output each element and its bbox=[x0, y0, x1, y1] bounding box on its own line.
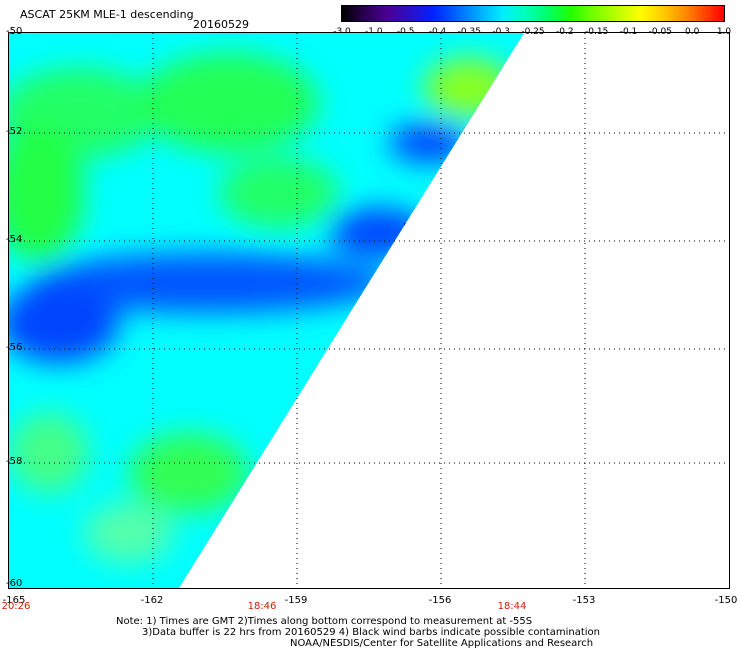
lon-label-156: -156 bbox=[428, 595, 452, 606]
time-label-2: 18:46 bbox=[247, 601, 277, 612]
swath-field bbox=[9, 33, 524, 588]
graticule bbox=[9, 33, 729, 588]
green-patch-c bbox=[219, 158, 339, 228]
lat-label-50: -50 bbox=[6, 26, 23, 37]
lon-label-162: -162 bbox=[140, 595, 164, 606]
lat-label-58: -58 bbox=[6, 456, 23, 467]
yellowgreen-patch bbox=[424, 58, 514, 118]
lat-label-56: -56 bbox=[6, 342, 23, 353]
map-canvas bbox=[9, 33, 729, 588]
lon-label-165: -165 bbox=[2, 595, 26, 606]
time-label-3: 18:44 bbox=[497, 601, 527, 612]
green-patch-sss bbox=[84, 503, 174, 563]
green-patch-w bbox=[9, 123, 84, 263]
time-label-1: 20:26 bbox=[1, 601, 31, 612]
blue-patch-sw bbox=[9, 283, 119, 363]
green-patch-s bbox=[129, 433, 249, 513]
note-line-1: Note: 1) Times are GMT 2)Times along bot… bbox=[116, 616, 533, 627]
note-line-3: NOAA/NESDIS/Center for Satellite Applica… bbox=[290, 638, 594, 649]
blue-band bbox=[29, 253, 389, 313]
figure-date: 20160529 bbox=[193, 18, 249, 31]
map-plot-area bbox=[8, 32, 730, 589]
colorbar bbox=[341, 5, 725, 22]
lat-label-60: -60 bbox=[6, 578, 23, 589]
lon-label-159: -159 bbox=[284, 595, 308, 606]
orange-pixel bbox=[494, 83, 502, 91]
blue-patch-ne bbox=[389, 123, 469, 163]
purple-pixel-2 bbox=[404, 223, 419, 235]
lon-label-150: -150 bbox=[714, 595, 738, 606]
lon-label-153: -153 bbox=[572, 595, 596, 606]
green-patch-n bbox=[139, 53, 319, 153]
note-line-2: 3)Data buffer is 22 hrs from 20160529 4)… bbox=[142, 627, 600, 638]
lat-label-52: -52 bbox=[6, 126, 23, 137]
blue-patch-e bbox=[329, 208, 429, 258]
green-patch-ssw bbox=[9, 413, 89, 493]
figure-title: ASCAT 25KM MLE-1 descending bbox=[20, 8, 194, 21]
lat-label-54: -54 bbox=[6, 234, 23, 245]
